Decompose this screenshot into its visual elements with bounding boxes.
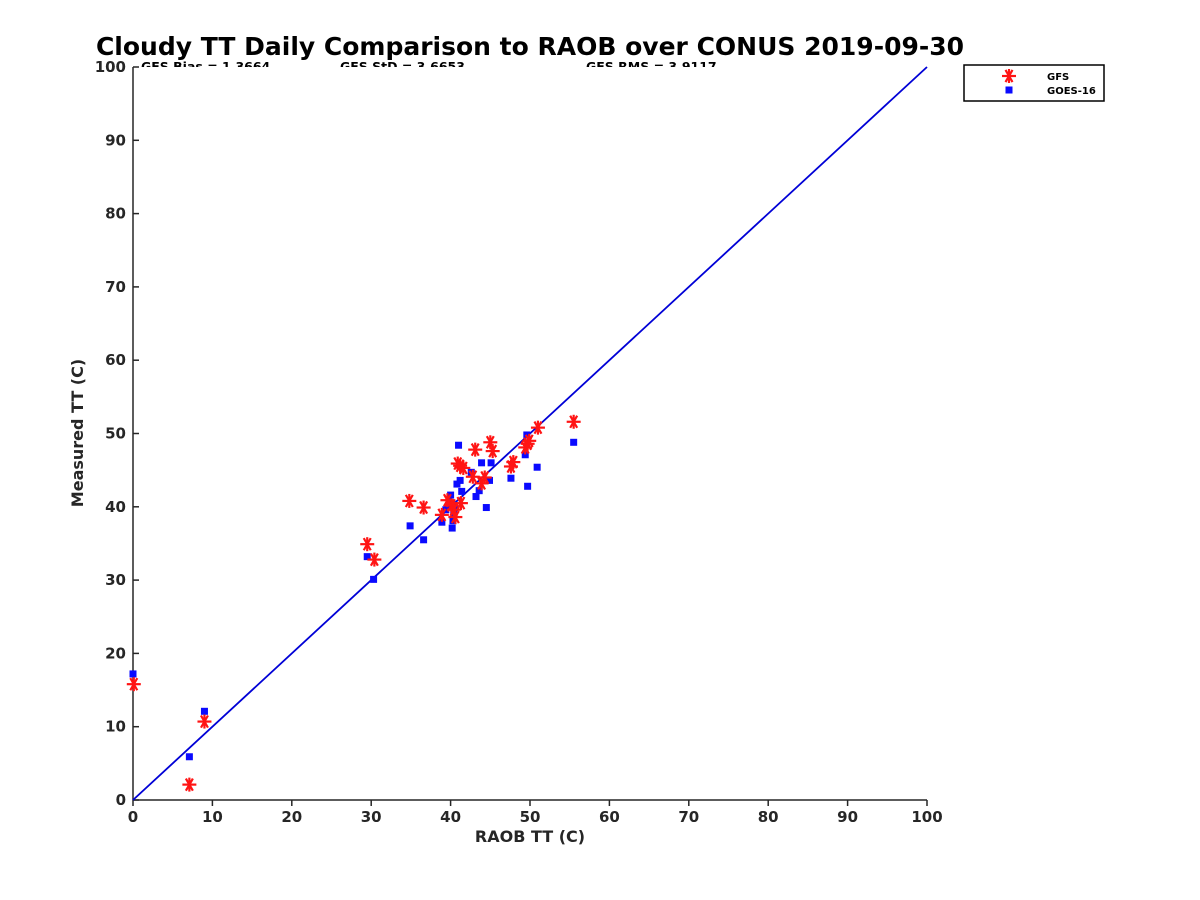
x-tick-label: 90 <box>837 808 858 826</box>
goes-16-point <box>482 504 490 512</box>
goes-16-point <box>363 553 371 561</box>
goes-16-point <box>185 753 193 761</box>
gfs-point <box>360 537 375 552</box>
x-tick-label: 30 <box>361 808 382 826</box>
gfs-point <box>566 414 581 429</box>
goes-16-point <box>521 451 529 459</box>
goes-16-point <box>486 476 494 484</box>
gfs-point <box>522 433 537 448</box>
gfs-point <box>197 714 212 729</box>
goes-16-point <box>438 518 446 526</box>
goes-16-point <box>475 487 483 495</box>
x-tick-label: 20 <box>281 808 302 826</box>
gfs-point <box>485 444 500 459</box>
goes-16-point <box>507 474 515 482</box>
x-tick-label: 0 <box>128 808 138 826</box>
legend: GFS GOES-16 <box>963 64 1105 102</box>
y-tick-label: 80 <box>105 205 126 223</box>
goes-16-point <box>448 524 456 532</box>
gfs-point <box>434 507 449 522</box>
chart-title: Cloudy TT Daily Comparison to RAOB over … <box>96 32 964 61</box>
goes-16-point <box>487 459 495 467</box>
gfs-point <box>530 420 545 435</box>
y-tick-label: 30 <box>105 571 126 589</box>
goes-16-point <box>453 480 461 488</box>
y-tick-label: 0 <box>116 791 126 809</box>
goes-16-point <box>478 459 486 467</box>
gfs-point <box>468 442 483 457</box>
x-tick-label: 70 <box>678 808 699 826</box>
goes-16-point <box>524 482 532 490</box>
goes-16-point <box>456 476 464 484</box>
y-tick-label: 60 <box>105 351 126 369</box>
y-tick-label: 20 <box>105 644 126 662</box>
legend-marker-goes-16 <box>1005 86 1013 94</box>
x-tick-label: 100 <box>911 808 942 826</box>
goes-16-point <box>200 707 208 715</box>
goes-16-point <box>472 493 480 501</box>
y-axis-label: Measured TT (C) <box>68 359 87 507</box>
goes-16-point <box>370 575 378 583</box>
axis-ticks: 0 10 20 30 40 50 60 70 80 90 100 0 10 20 30 40 50 60 70 80 9… <box>95 58 943 826</box>
goes-16-point <box>420 536 428 544</box>
gfs-point <box>477 470 492 485</box>
y-tick-label: 100 <box>95 58 126 76</box>
y-tick-label: 10 <box>105 718 126 736</box>
gfs-point <box>367 552 382 567</box>
legend-box <box>963 64 1105 102</box>
y-tick-label: 70 <box>105 278 126 296</box>
gfs-point <box>456 460 471 475</box>
x-tick-label: 10 <box>202 808 223 826</box>
gfs-point <box>506 455 521 470</box>
x-tick-label: 50 <box>520 808 541 826</box>
legend-label: GOES-16 <box>1047 86 1096 97</box>
goes-16-point <box>570 438 578 446</box>
gfs-point <box>448 510 463 525</box>
x-axis-label: RAOB TT (C) <box>475 827 585 846</box>
legend-label: GFS <box>1047 72 1069 83</box>
gfs-point <box>402 493 417 508</box>
y-tick-label: 40 <box>105 498 126 516</box>
goes-16-point <box>458 487 466 495</box>
gfs-point <box>465 469 480 484</box>
goes-16-point <box>129 670 137 678</box>
x-tick-label: 60 <box>599 808 620 826</box>
gfs-point <box>126 677 141 692</box>
goes-16-point <box>406 522 414 530</box>
gfs-point <box>416 500 431 515</box>
y-tick-label: 50 <box>105 425 126 443</box>
gfs-point <box>453 496 468 511</box>
gfs-point <box>182 777 197 792</box>
goes-16-point <box>533 463 541 471</box>
x-tick-label: 80 <box>758 808 779 826</box>
legend-marker-gfs <box>1002 69 1016 83</box>
data-points <box>126 414 581 792</box>
y-tick-label: 90 <box>105 131 126 149</box>
goes-16-point <box>455 441 463 449</box>
x-tick-label: 40 <box>440 808 461 826</box>
